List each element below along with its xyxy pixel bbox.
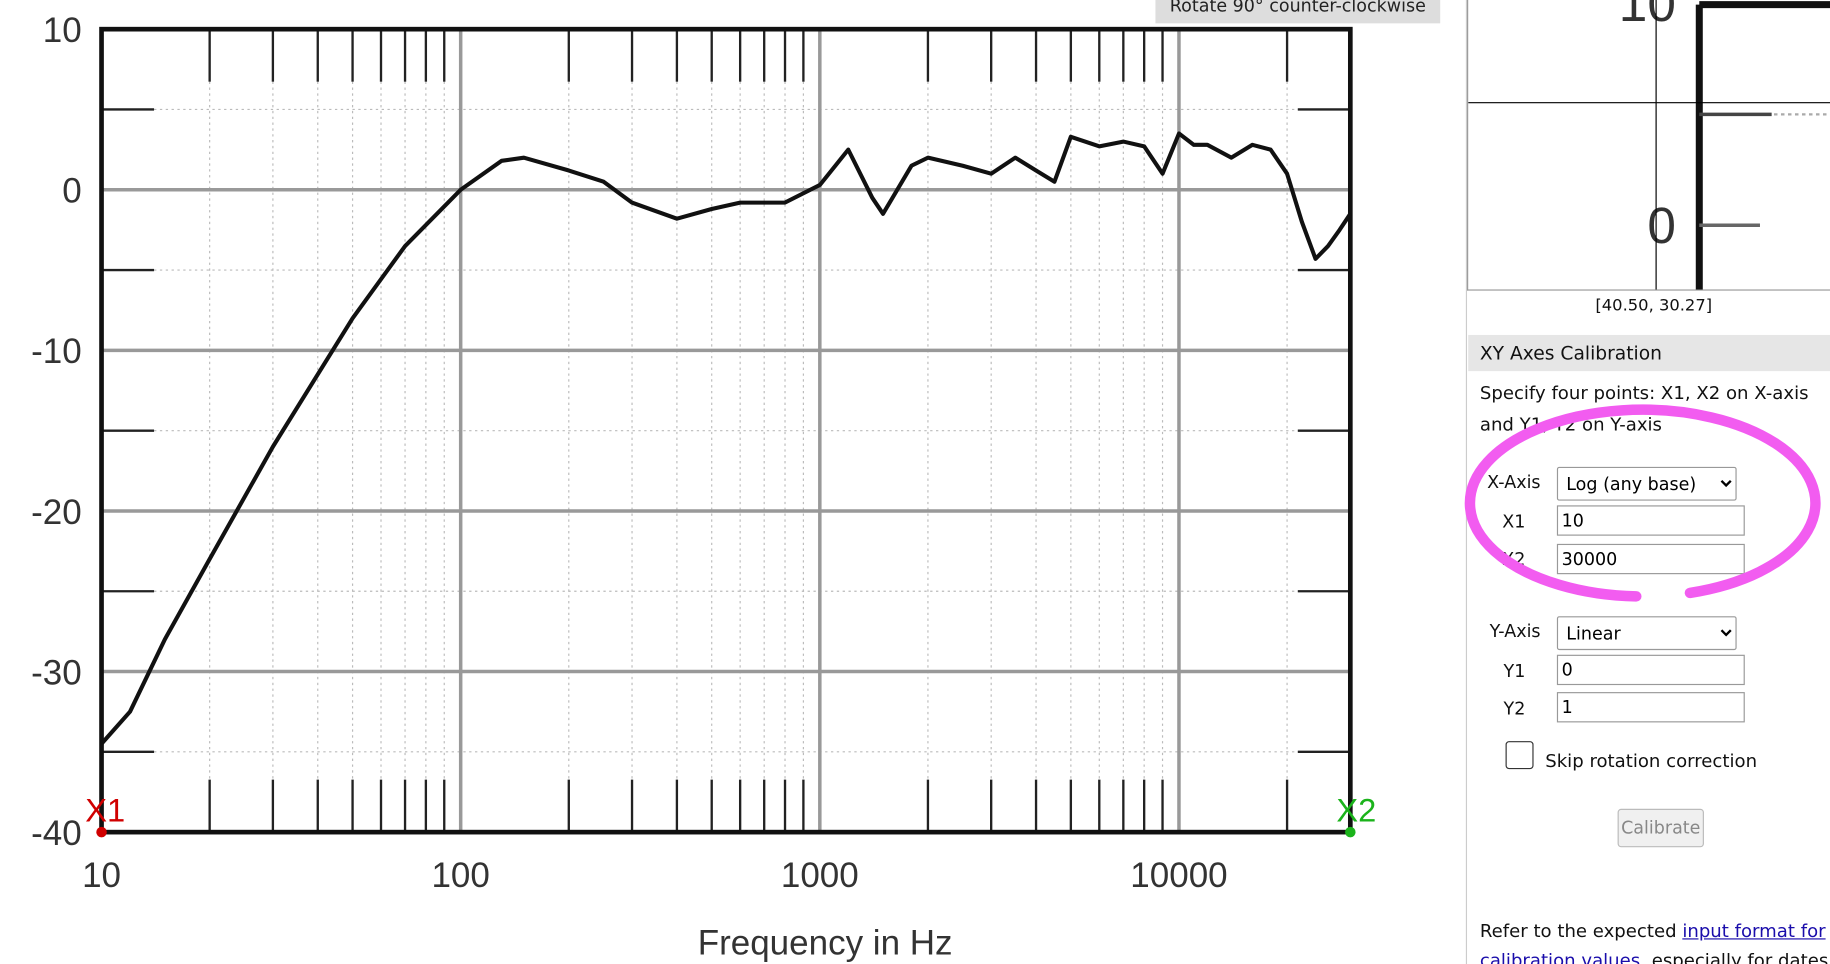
y-tick-label: -10 xyxy=(31,332,82,371)
cursor-coords: [40.50, 30.27] xyxy=(1595,296,1713,316)
y1-input[interactable] xyxy=(1556,654,1745,686)
x1-label: X1 xyxy=(1502,511,1526,533)
calibration-point xyxy=(96,826,107,838)
x1-input[interactable] xyxy=(1556,505,1745,536)
x-axis-label: X-Axis xyxy=(1487,471,1541,493)
calibration-label: X1 xyxy=(85,792,125,829)
zoom-label: 10 xyxy=(1619,0,1676,32)
x2-input[interactable] xyxy=(1556,543,1745,575)
side-panel: 10 0 [40.50, 30.27] XY Axes Calibration … xyxy=(1465,0,1830,964)
y-tick-label: 0 xyxy=(62,172,81,211)
plot-frame xyxy=(99,26,1353,835)
chart: -40 -30 -20 -10 0 10 10 100 1000 10000 Frequency i… xyxy=(31,11,1376,963)
calibration-point xyxy=(1345,826,1356,838)
y-tick-label: -20 xyxy=(31,493,82,532)
y-tick-label: 10 xyxy=(43,11,82,50)
y-tick-label: -30 xyxy=(31,653,82,692)
calibrate-button[interactable]: Calibrate xyxy=(1617,808,1704,848)
section-header: XY Axes Calibration xyxy=(1468,334,1830,372)
x-axis-scale[interactable]: Log (any base) xyxy=(1556,466,1737,501)
calibration-label: X2 xyxy=(1336,792,1376,829)
note-text: Refer to the expected xyxy=(1479,920,1683,942)
y2-input[interactable] xyxy=(1556,692,1745,723)
note: Refer to the expected input format for c… xyxy=(1480,917,1830,964)
y-axis-scale[interactable]: Linear xyxy=(1556,616,1737,651)
x-axis-label: Frequency in Hz xyxy=(698,924,953,963)
data-line xyxy=(100,131,1353,746)
x2-label: X2 xyxy=(1502,548,1526,570)
x-tick-label: 10 xyxy=(82,856,121,895)
checkbox[interactable] xyxy=(1505,741,1534,770)
rotate-button[interactable]: Rotate 90° counter-clockwise xyxy=(1155,0,1441,24)
zoom-label: 0 xyxy=(1647,197,1676,254)
zoom-view: 10 0 xyxy=(1467,0,1830,291)
checkbox-label: Skip rotation correction xyxy=(1545,750,1758,772)
y1-label: Y1 xyxy=(1503,660,1526,682)
note-text: , especially for dates xyxy=(1640,950,1829,964)
x-tick-label: 10000 xyxy=(1130,856,1227,895)
x-tick-label: 100 xyxy=(431,856,489,895)
y2-label: Y2 xyxy=(1503,697,1526,719)
link[interactable]: input format for calibration values xyxy=(1479,920,1826,964)
instructions: Specify four points: X1, X2 on X-axis an… xyxy=(1479,382,1809,436)
x-tick-label: 1000 xyxy=(781,856,859,895)
y-axis-label: Y-Axis xyxy=(1489,620,1541,642)
y-tick-label: -40 xyxy=(31,814,82,853)
